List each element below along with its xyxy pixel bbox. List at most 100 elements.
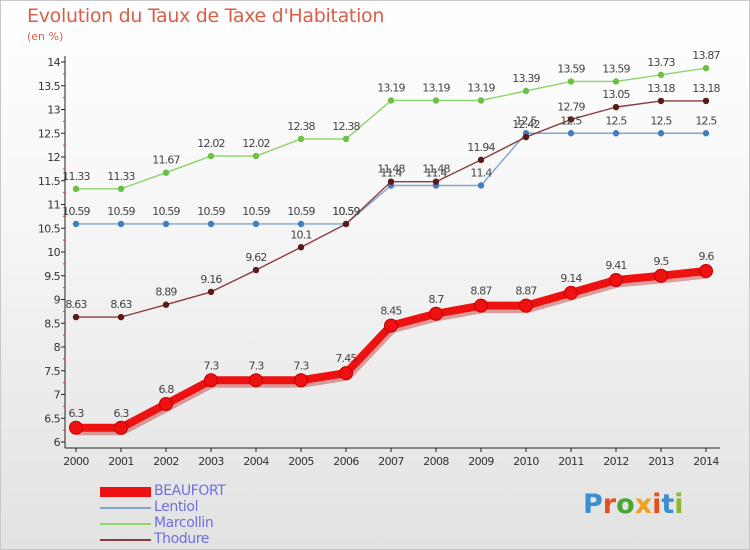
data-label-lentiol: 12.5 bbox=[605, 114, 627, 127]
data-label-marcollin: 13.19 bbox=[467, 81, 495, 94]
x-tick-label: 2009 bbox=[468, 455, 494, 468]
logo-letter: i bbox=[652, 489, 662, 520]
y-tick-label: 14 bbox=[47, 56, 60, 69]
data-point-beaufort bbox=[519, 298, 533, 313]
data-label-beaufort: 6.3 bbox=[113, 407, 129, 420]
data-point-beaufort bbox=[294, 373, 308, 388]
data-point-thodure bbox=[612, 103, 620, 111]
data-point-thodure bbox=[567, 116, 575, 123]
data-point-thodure bbox=[702, 97, 710, 105]
data-point-beaufort bbox=[159, 397, 173, 411]
data-label-thodure: 13.18 bbox=[692, 82, 720, 95]
data-point-thodure bbox=[432, 178, 440, 185]
data-label-beaufort: 6.8 bbox=[158, 383, 174, 396]
data-point-marcollin bbox=[432, 97, 440, 104]
data-point-thodure bbox=[342, 220, 350, 228]
data-point-marcollin bbox=[477, 97, 485, 104]
data-point-beaufort bbox=[69, 420, 83, 435]
data-point-marcollin bbox=[72, 185, 80, 193]
logo-letter: r bbox=[602, 489, 617, 520]
data-point-beaufort bbox=[609, 273, 623, 288]
y-tick-label: 12.5 bbox=[38, 127, 61, 140]
data-label-thodure: 9.62 bbox=[245, 251, 266, 264]
data-label-beaufort: 9.6 bbox=[698, 250, 714, 263]
data-point-marcollin bbox=[657, 71, 665, 79]
series-thodure bbox=[72, 97, 710, 321]
x-tick-label: 2012 bbox=[603, 455, 629, 468]
x-tick-label: 2007 bbox=[378, 455, 404, 468]
data-point-beaufort bbox=[699, 264, 713, 278]
chart-subtitle: (en %) bbox=[27, 30, 64, 43]
data-label-beaufort: 9.5 bbox=[653, 255, 669, 268]
chart-title: Evolution du Taux de Taxe d'Habitation bbox=[27, 5, 385, 27]
data-label-lentiol: 12.5 bbox=[560, 114, 582, 127]
data-label-marcollin: 11.67 bbox=[152, 154, 180, 167]
data-label-beaufort: 6.3 bbox=[68, 407, 84, 420]
data-label-lentiol: 10.59 bbox=[197, 205, 225, 218]
y-tick-label: 6 bbox=[54, 436, 61, 449]
data-point-thodure bbox=[387, 178, 395, 185]
y-tick-label: 6.5 bbox=[44, 412, 60, 425]
data-point-beaufort bbox=[429, 306, 443, 321]
data-point-thodure bbox=[117, 313, 125, 321]
x-tick-label: 2005 bbox=[288, 455, 314, 468]
data-point-marcollin bbox=[117, 185, 125, 193]
y-tick-label: 8 bbox=[54, 341, 61, 354]
data-label-beaufort: 8.87 bbox=[470, 285, 492, 298]
data-label-thodure: 11.48 bbox=[422, 163, 450, 176]
data-label-thodure: 8.63 bbox=[110, 298, 132, 311]
data-point-marcollin bbox=[567, 78, 575, 85]
data-label-marcollin: 13.19 bbox=[377, 81, 405, 94]
proxiti-logo: Proxiti bbox=[583, 489, 684, 520]
data-label-beaufort: 9.41 bbox=[605, 259, 626, 272]
x-tick-label: 2006 bbox=[333, 455, 359, 468]
data-point-beaufort bbox=[114, 420, 128, 435]
data-point-lentiol bbox=[657, 130, 665, 137]
data-label-lentiol: 10.59 bbox=[332, 205, 360, 218]
y-tick-label: 12 bbox=[47, 151, 60, 164]
logo-letter: t bbox=[661, 489, 675, 520]
y-tick-label: 8.5 bbox=[44, 317, 60, 330]
data-point-marcollin bbox=[207, 152, 215, 160]
series-beaufort bbox=[69, 264, 713, 436]
logo-letter: o bbox=[616, 489, 635, 520]
y-tick-label: 10.5 bbox=[38, 222, 61, 235]
data-label-beaufort: 7.3 bbox=[293, 359, 309, 372]
data-point-lentiol bbox=[207, 220, 215, 228]
legend-swatch bbox=[100, 507, 151, 509]
data-label-marcollin: 13.59 bbox=[602, 62, 630, 75]
data-point-thodure bbox=[252, 266, 260, 274]
chart-axes: 6 6.5 7 7.5 8 8.5 9 9.5 10 10.5 11 11.5 12 12.5 13 13.5… bbox=[38, 56, 720, 468]
data-label-beaufort: 7.45 bbox=[335, 352, 357, 365]
data-label-marcollin: 12.02 bbox=[242, 137, 270, 150]
data-label-marcollin: 11.33 bbox=[107, 170, 135, 183]
data-point-marcollin bbox=[522, 87, 530, 95]
data-label-lentiol: 11.4 bbox=[425, 167, 447, 180]
data-label-thodure: 12.42 bbox=[512, 118, 540, 131]
data-point-marcollin bbox=[702, 64, 710, 72]
data-label-beaufort: 7.3 bbox=[248, 359, 264, 372]
data-label-lentiol: 10.59 bbox=[287, 205, 315, 218]
y-tick-label: 11 bbox=[47, 199, 60, 212]
data-point-beaufort bbox=[249, 373, 263, 388]
data-point-beaufort bbox=[339, 366, 353, 381]
data-label-thodure: 13.05 bbox=[602, 88, 630, 101]
data-label-thodure: 10.59 bbox=[332, 205, 360, 218]
data-point-beaufort bbox=[384, 318, 398, 333]
data-point-marcollin bbox=[387, 97, 395, 104]
x-tick-label: 2003 bbox=[198, 455, 224, 468]
data-point-marcollin bbox=[342, 135, 350, 143]
data-point-lentiol bbox=[72, 220, 80, 228]
data-point-beaufort bbox=[654, 268, 668, 283]
data-label-beaufort: 8.87 bbox=[515, 285, 537, 298]
data-point-thodure bbox=[522, 133, 530, 141]
data-label-lentiol: 10.59 bbox=[152, 205, 180, 218]
data-label-marcollin: 13.19 bbox=[422, 81, 450, 94]
legend-swatch bbox=[100, 487, 151, 497]
data-point-lentiol bbox=[117, 220, 125, 228]
data-label-lentiol: 12.5 bbox=[650, 114, 672, 127]
y-tick-label: 7 bbox=[54, 389, 61, 402]
legend-swatch bbox=[100, 523, 151, 525]
